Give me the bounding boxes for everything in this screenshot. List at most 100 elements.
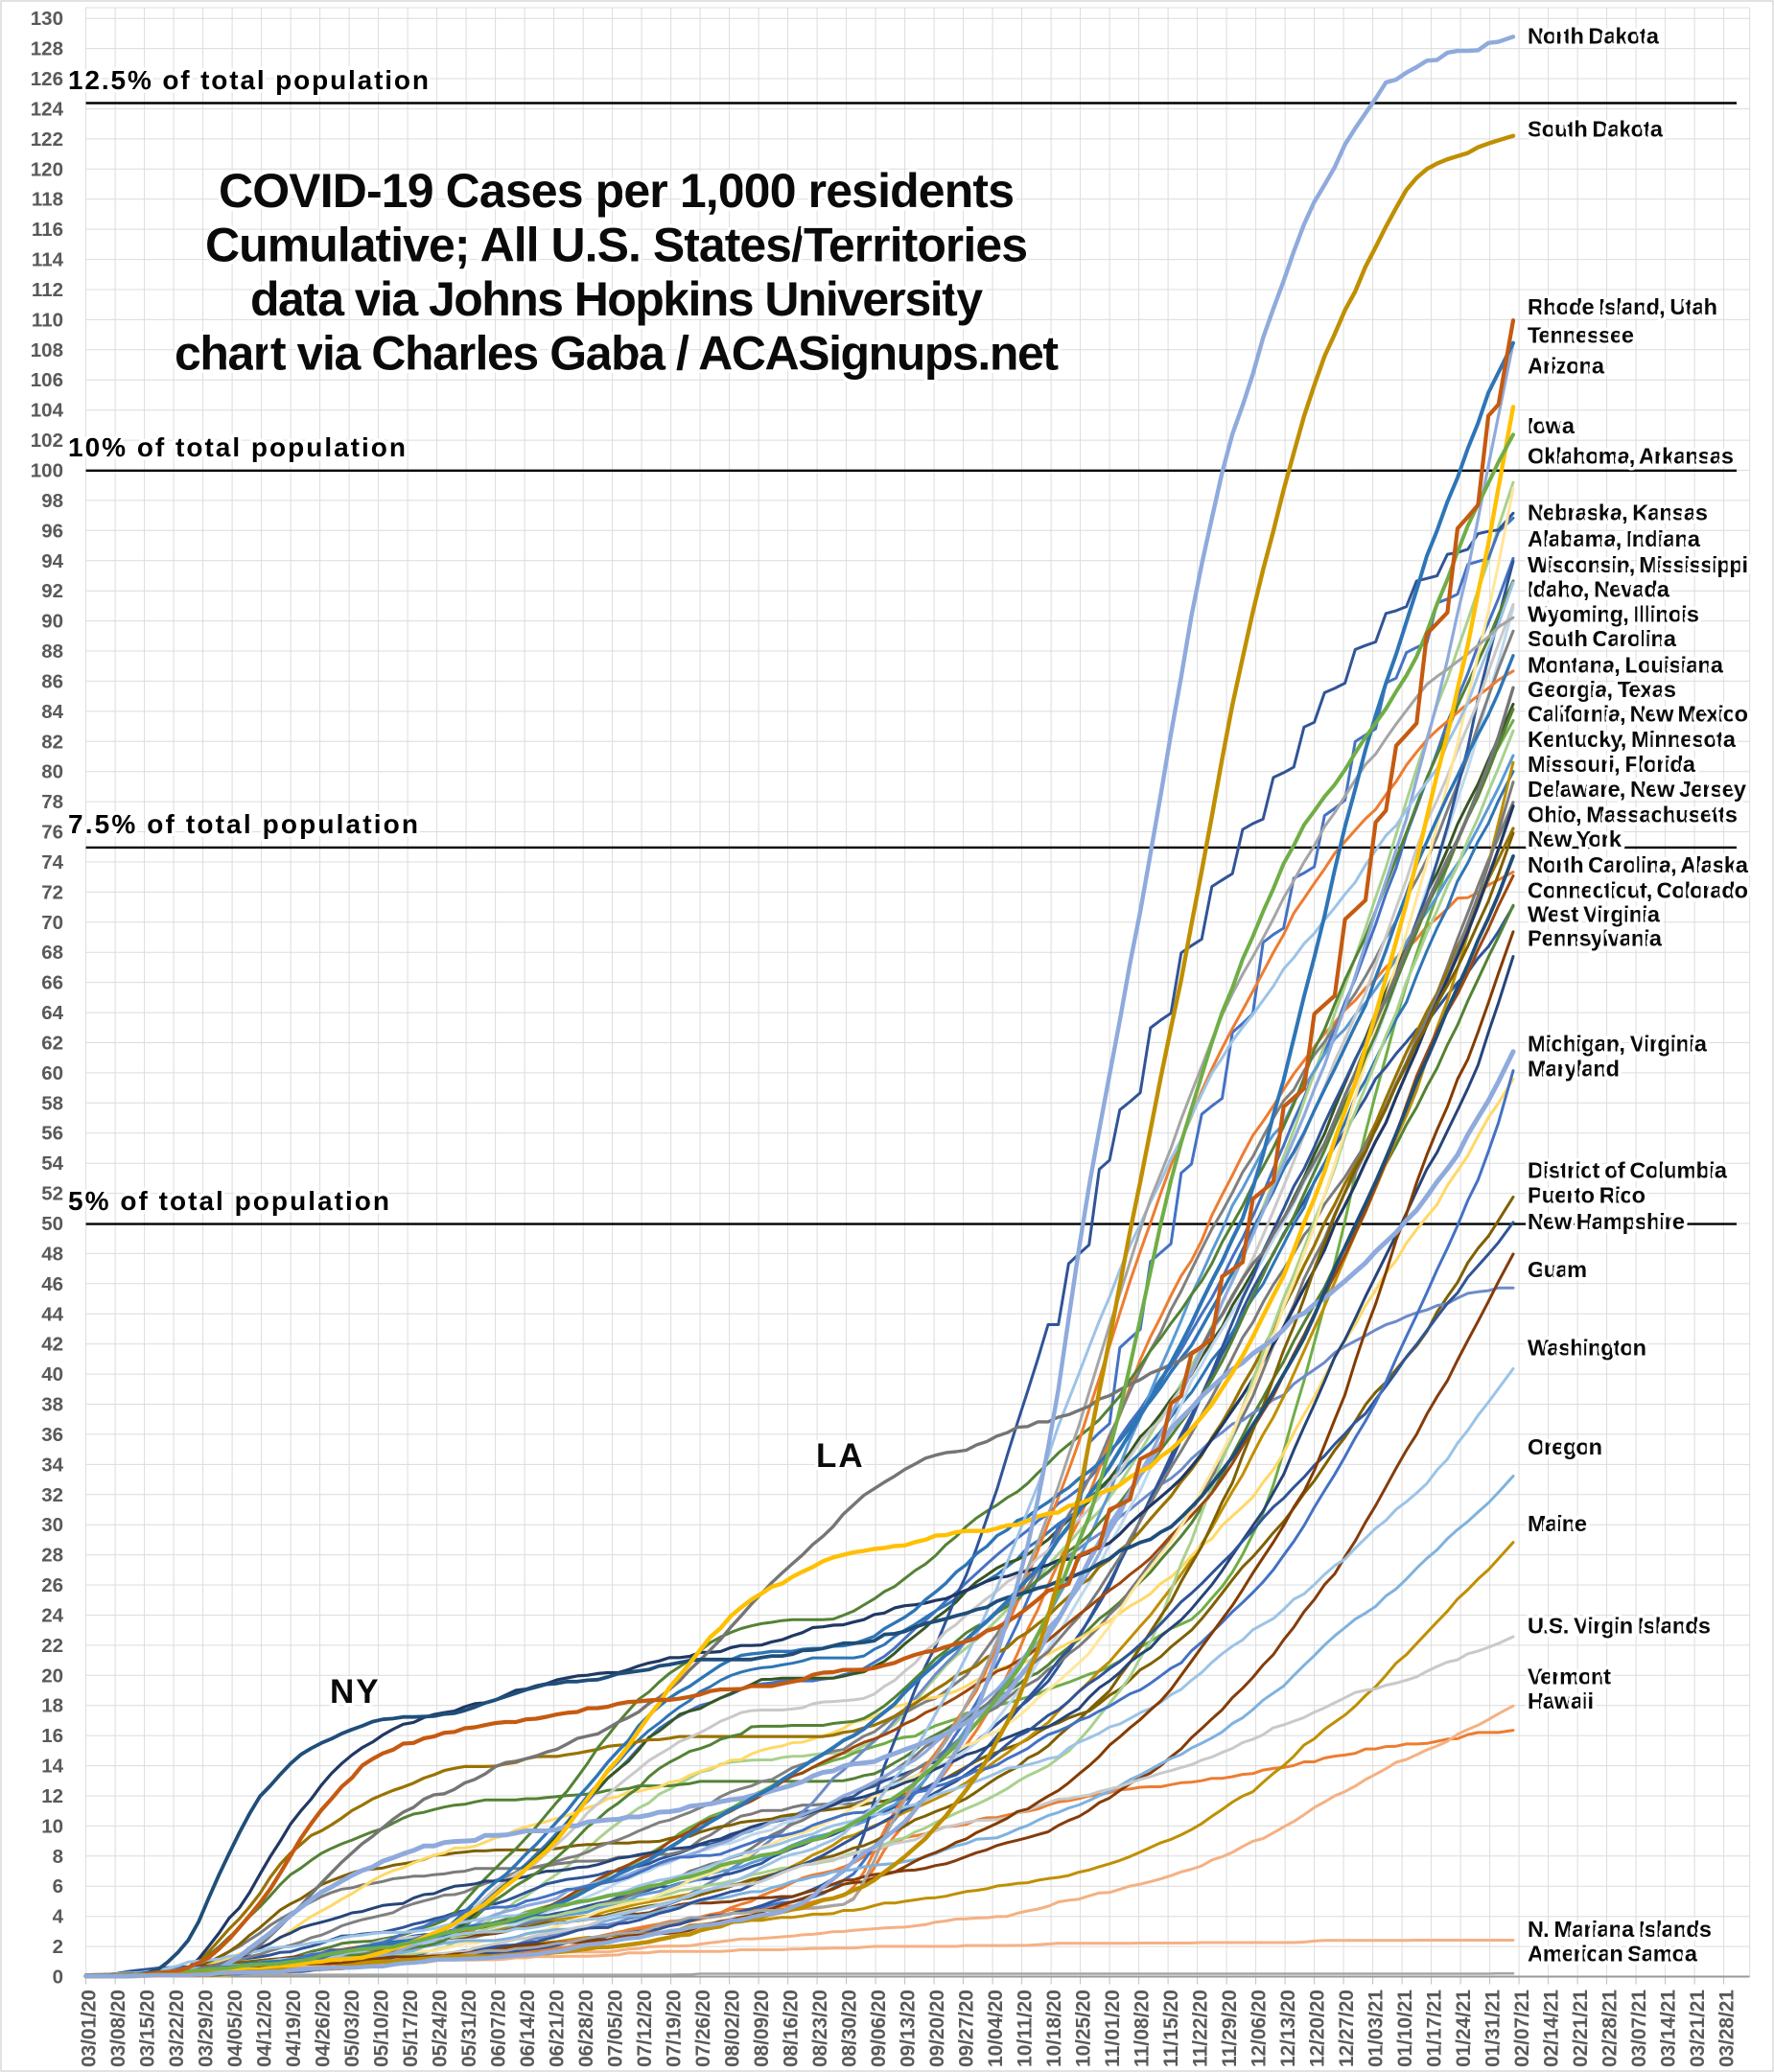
svg-text:24: 24 xyxy=(41,1605,63,1627)
svg-text:06/28/20: 06/28/20 xyxy=(575,1990,597,2067)
svg-text:84: 84 xyxy=(41,701,63,723)
svg-text:03/28/21: 03/28/21 xyxy=(1716,1990,1739,2067)
svg-text:03/22/20: 03/22/20 xyxy=(166,1990,188,2067)
svg-text:12.5% of total population: 12.5% of total population xyxy=(68,65,429,95)
svg-text:Arizona: Arizona xyxy=(1528,354,1605,379)
svg-text:South Dakota: South Dakota xyxy=(1528,117,1664,142)
svg-text:Puerto Rico: Puerto Rico xyxy=(1528,1182,1646,1207)
svg-text:36: 36 xyxy=(41,1424,63,1446)
svg-text:104: 104 xyxy=(31,400,64,422)
svg-text:106: 106 xyxy=(31,369,63,391)
svg-text:02/14/21: 02/14/21 xyxy=(1541,1990,1563,2067)
svg-text:20: 20 xyxy=(41,1665,63,1687)
svg-text:10/18/20: 10/18/20 xyxy=(1043,1990,1065,2067)
svg-text:64: 64 xyxy=(41,1002,63,1024)
svg-text:02/07/21: 02/07/21 xyxy=(1511,1990,1533,2067)
svg-text:06/14/20: 06/14/20 xyxy=(517,1990,539,2067)
svg-text:10/11/20: 10/11/20 xyxy=(1015,1990,1037,2067)
svg-text:07/12/20: 07/12/20 xyxy=(634,1990,656,2067)
svg-text:86: 86 xyxy=(41,670,63,692)
svg-text:Oklahoma, Arkansas: Oklahoma, Arkansas xyxy=(1528,444,1734,469)
svg-text:05/24/20: 05/24/20 xyxy=(430,1990,452,2067)
svg-text:48: 48 xyxy=(41,1243,63,1265)
svg-text:LA: LA xyxy=(816,1437,865,1475)
svg-text:06/07/20: 06/07/20 xyxy=(488,1990,510,2067)
svg-text:Kentucky, Minnesota: Kentucky, Minnesota xyxy=(1528,727,1737,752)
svg-text:North Carolina, Alaska: North Carolina, Alaska xyxy=(1528,852,1749,877)
svg-text:128: 128 xyxy=(31,38,63,60)
svg-text:76: 76 xyxy=(41,822,63,844)
svg-text:90: 90 xyxy=(41,611,63,633)
svg-text:Missouri, Florida: Missouri, Florida xyxy=(1528,752,1696,777)
svg-text:08/30/20: 08/30/20 xyxy=(839,1990,861,2067)
svg-text:08/09/20: 08/09/20 xyxy=(751,1990,773,2067)
svg-text:28: 28 xyxy=(41,1545,63,1567)
svg-text:Iowa: Iowa xyxy=(1528,413,1576,438)
svg-text:78: 78 xyxy=(41,791,63,813)
svg-text:South Carolina: South Carolina xyxy=(1528,626,1677,651)
svg-text:Vermont: Vermont xyxy=(1528,1665,1611,1689)
svg-text:130: 130 xyxy=(31,8,63,30)
svg-text:70: 70 xyxy=(41,912,63,934)
svg-text:116: 116 xyxy=(32,219,63,241)
svg-text:118: 118 xyxy=(32,189,63,211)
svg-text:72: 72 xyxy=(41,881,63,903)
svg-text:60: 60 xyxy=(41,1062,63,1084)
svg-text:74: 74 xyxy=(41,851,63,873)
svg-text:09/06/20: 09/06/20 xyxy=(868,1990,890,2067)
svg-text:03/08/20: 03/08/20 xyxy=(107,1990,129,2067)
svg-text:09/13/20: 09/13/20 xyxy=(898,1990,920,2067)
svg-text:03/29/20: 03/29/20 xyxy=(196,1990,218,2067)
svg-text:12/06/20: 12/06/20 xyxy=(1249,1990,1271,2067)
svg-text:34: 34 xyxy=(41,1454,63,1476)
svg-text:chart via Charles Gaba / ACASi: chart via Charles Gaba / ACASignups.net xyxy=(175,327,1059,381)
svg-text:05/10/20: 05/10/20 xyxy=(371,1990,393,2067)
svg-text:112: 112 xyxy=(32,279,63,301)
svg-text:03/07/21: 03/07/21 xyxy=(1628,1990,1650,2067)
svg-text:03/15/20: 03/15/20 xyxy=(137,1990,159,2067)
svg-text:6: 6 xyxy=(53,1875,63,1897)
svg-text:Maine: Maine xyxy=(1528,1511,1587,1536)
svg-text:68: 68 xyxy=(41,942,63,964)
svg-text:8: 8 xyxy=(53,1846,63,1868)
svg-text:U.S. Virgin Islands: U.S. Virgin Islands xyxy=(1528,1614,1711,1639)
svg-text:12/20/20: 12/20/20 xyxy=(1307,1990,1329,2067)
svg-text:11/08/20: 11/08/20 xyxy=(1132,1990,1154,2067)
svg-text:120: 120 xyxy=(31,158,63,180)
svg-text:12: 12 xyxy=(41,1785,63,1807)
svg-text:Washington: Washington xyxy=(1528,1335,1646,1360)
svg-text:07/26/20: 07/26/20 xyxy=(692,1990,714,2067)
svg-text:114: 114 xyxy=(32,249,64,271)
svg-text:02/28/21: 02/28/21 xyxy=(1599,1990,1622,2067)
svg-text:California, New Mexico: California, New Mexico xyxy=(1528,702,1748,727)
svg-text:Tennessee: Tennessee xyxy=(1528,323,1634,348)
svg-text:05/03/20: 05/03/20 xyxy=(341,1990,363,2067)
svg-text:Maryland: Maryland xyxy=(1528,1056,1620,1081)
svg-text:Connecticut, Colorado: Connecticut, Colorado xyxy=(1528,877,1748,902)
svg-text:Alabama, Indiana: Alabama, Indiana xyxy=(1528,526,1701,551)
svg-text:01/17/21: 01/17/21 xyxy=(1424,1990,1446,2067)
svg-text:108: 108 xyxy=(31,339,63,361)
svg-text:01/24/21: 01/24/21 xyxy=(1453,1990,1475,2067)
svg-text:03/21/21: 03/21/21 xyxy=(1687,1990,1709,2067)
svg-text:52: 52 xyxy=(41,1183,63,1205)
svg-text:92: 92 xyxy=(41,580,63,602)
svg-text:07/05/20: 07/05/20 xyxy=(605,1990,627,2067)
svg-text:94: 94 xyxy=(41,550,63,572)
svg-text:04/26/20: 04/26/20 xyxy=(313,1990,335,2067)
svg-text:14: 14 xyxy=(41,1756,63,1778)
svg-text:54: 54 xyxy=(41,1152,63,1175)
svg-text:District of Columbia: District of Columbia xyxy=(1528,1158,1728,1183)
svg-text:12/27/20: 12/27/20 xyxy=(1336,1990,1358,2067)
svg-text:Michigan, Virginia: Michigan, Virginia xyxy=(1528,1032,1708,1057)
svg-text:Idaho, Nevada: Idaho, Nevada xyxy=(1528,576,1670,601)
svg-text:122: 122 xyxy=(31,128,63,151)
svg-text:88: 88 xyxy=(41,640,63,663)
svg-text:30: 30 xyxy=(41,1514,63,1536)
svg-text:11/15/20: 11/15/20 xyxy=(1160,1990,1182,2067)
svg-text:102: 102 xyxy=(31,430,63,452)
svg-text:82: 82 xyxy=(41,731,63,753)
svg-text:02/21/21: 02/21/21 xyxy=(1570,1990,1592,2067)
svg-text:0: 0 xyxy=(53,1967,63,1989)
svg-text:38: 38 xyxy=(41,1394,63,1416)
